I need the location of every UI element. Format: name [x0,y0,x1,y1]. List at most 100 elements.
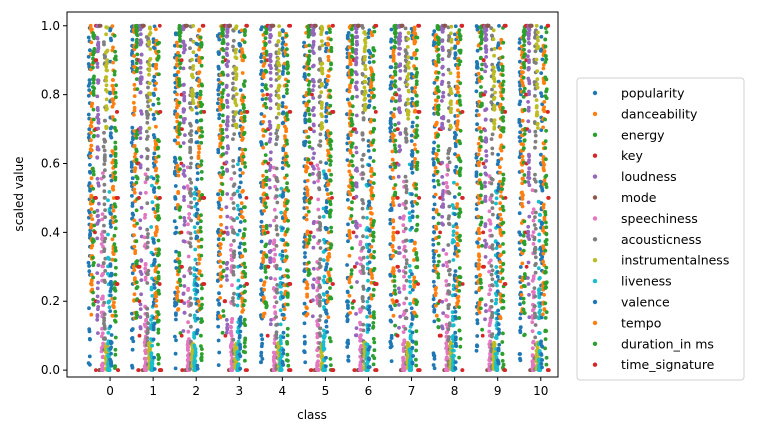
scatter-point [157,72,161,77]
scatter-point [406,76,410,81]
scatter-point [361,271,366,275]
scatter-point [197,190,201,194]
scatter-point [312,31,316,36]
scatter-point [328,154,333,159]
scatter-point [317,46,322,51]
scatter-point [391,253,395,258]
scatter-point [87,264,91,268]
scatter-point [132,218,137,223]
scatter-point [260,88,264,93]
scatter-point [285,294,290,299]
scatter-point [228,23,233,28]
scatter-point [86,84,91,88]
scatter-point [232,302,237,307]
scatter-point [302,334,307,339]
scatter-point [327,251,331,256]
scatter-point [366,93,371,98]
scatter-point [268,322,273,327]
scatter-point [218,123,223,128]
scatter-point [397,37,402,42]
scatter-point [261,145,266,150]
scatter-point [101,171,105,176]
scatter-point [220,138,225,142]
scatter-point [283,232,288,237]
scatter-point [133,248,138,253]
scatter-point [281,29,285,34]
scatter-point [198,89,203,94]
scatter-point [286,188,291,193]
scatter-point [371,336,376,341]
scatter-point [181,239,186,244]
scatter-point [155,178,160,183]
scatter-point [101,261,106,266]
scatter-point [144,317,149,322]
scatter-point [350,69,355,73]
scatter-point [260,341,264,346]
scatter-point [263,301,268,306]
scatter-point [151,78,156,83]
scatter-point [178,167,182,172]
scatter-point [239,116,244,120]
scatter-point [312,220,317,224]
scatter-point [89,176,94,181]
scatter-point [261,312,266,316]
scatter-point [318,264,323,269]
scatter-point [347,45,352,50]
scatter-point [112,69,117,74]
scatter-point [317,239,322,243]
scatter-point [405,82,410,87]
scatter-point [147,67,152,71]
scatter-point [371,223,375,228]
scatter-point [277,33,282,38]
scatter-point [177,79,182,84]
scatter-point [96,126,101,131]
scatter-point [348,311,352,315]
scatter-point [158,368,162,372]
scatter-point [353,84,358,89]
scatter-point [235,303,240,308]
scatter-point [182,82,186,87]
scatter-point [237,228,242,233]
scatter-point [91,302,96,306]
scatter-point [111,196,116,200]
scatter-point [230,317,235,321]
scatter-point [102,140,107,144]
scatter-point [325,330,329,334]
scatter-point [278,338,283,343]
scatter-point [372,106,377,110]
scatter-point [216,147,221,152]
scatter-point [217,291,221,296]
scatter-point [95,36,100,41]
scatter-point [360,157,364,162]
scatter-point [363,74,368,79]
scatter-point [317,276,322,281]
scatter-point [95,271,100,275]
scatter-point [408,290,412,295]
scatter-point [328,94,333,99]
scatter-point [398,76,402,81]
scatter-point [328,88,332,93]
scatter-point [244,282,249,286]
scatter-point [307,92,311,96]
scatter-point [179,299,184,304]
scatter-point [346,33,350,38]
scatter-point [175,119,180,124]
scatter-point [146,321,151,326]
scatter-point [403,265,408,270]
scatter-point [267,40,272,44]
scatter-point [132,292,137,297]
scatter-point [393,165,398,170]
scatter-point [285,53,290,58]
scatter-point [347,89,352,94]
scatter-point [150,294,155,298]
scatter-point [194,282,199,286]
scatter-point [356,23,360,28]
scatter-point [131,100,136,105]
scatter-point [264,169,269,174]
scatter-point [87,269,92,274]
scatter-point [192,266,197,270]
scatter-point [189,155,194,160]
scatter-point [397,42,401,46]
scatter-point [241,188,245,193]
scatter-point [193,257,198,262]
